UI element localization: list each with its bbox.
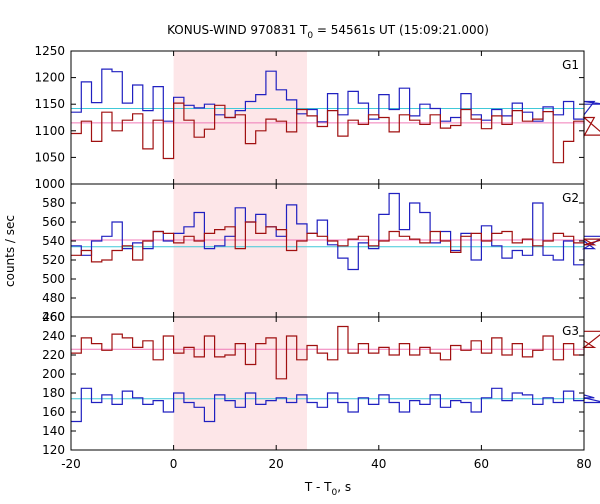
x-axis-label: T - T0, s (304, 480, 351, 498)
series-blue-g2 (71, 192, 600, 271)
highlight-interval (173, 184, 307, 317)
y-tick-label: 200 (42, 367, 65, 381)
panel-g3: 120 140 160 180 200 220 240 260 G3 (42, 310, 600, 457)
y-tick-label: 160 (42, 405, 65, 419)
y-axis-label: counts / sec (3, 215, 17, 287)
y-tick-label: 1150 (34, 97, 65, 111)
x-tick-label: -20 (61, 457, 81, 471)
y-tick-label: 480 (42, 291, 65, 305)
series-red-g1 (71, 102, 600, 164)
y-tick-label: 460 (42, 310, 65, 324)
highlight-interval (173, 51, 307, 184)
series-blue-g3 (71, 387, 600, 423)
panel-g2: 460 480 500 520 540 560 580 G2 (42, 183, 600, 324)
y-tick-label: 520 (42, 253, 65, 267)
panel-label: G1 (562, 58, 579, 72)
y-tick-label: 500 (42, 272, 65, 286)
y-tick-label: 1050 (34, 150, 65, 164)
chart-title: KONUS-WIND 970831 T0 = 54561s UT (15:09:… (167, 23, 489, 41)
highlight-interval (173, 317, 307, 450)
x-tick-label: 0 (170, 457, 178, 471)
series-red-g2 (71, 221, 600, 263)
x-tick-label: 20 (269, 457, 284, 471)
y-tick-label: 260 (42, 310, 65, 324)
panel-frame (70, 183, 585, 318)
y-tick-label: 1100 (34, 124, 65, 138)
series-red-g3 (71, 325, 600, 380)
y-tick-label: 220 (42, 348, 65, 362)
y-tick-label: 120 (42, 443, 65, 457)
y-tick-label: 1200 (34, 71, 65, 85)
panel-label: G2 (562, 191, 579, 205)
y-tick-label: 560 (42, 215, 65, 229)
y-tick-label: 540 (42, 234, 65, 248)
panels-layer: 100010501100115012001250G146048050052054… (34, 44, 600, 471)
panel-g1: 1000 1050 1100 1150 1200 1250 G1 (34, 44, 600, 191)
y-tick-label: 580 (42, 196, 65, 210)
panel-frame (70, 316, 585, 451)
y-tick-label: 140 (42, 424, 65, 438)
y-tick-label: 180 (42, 386, 65, 400)
x-tick-label: 80 (576, 457, 591, 471)
series-blue-g1 (71, 68, 600, 123)
y-tick-label: 1000 (34, 177, 65, 191)
y-tick-label: 1250 (34, 44, 65, 58)
y-tick-label: 240 (42, 329, 65, 343)
x-tick-label: 60 (474, 457, 489, 471)
panel-label: G3 (562, 324, 579, 338)
x-tick-label: 40 (371, 457, 386, 471)
